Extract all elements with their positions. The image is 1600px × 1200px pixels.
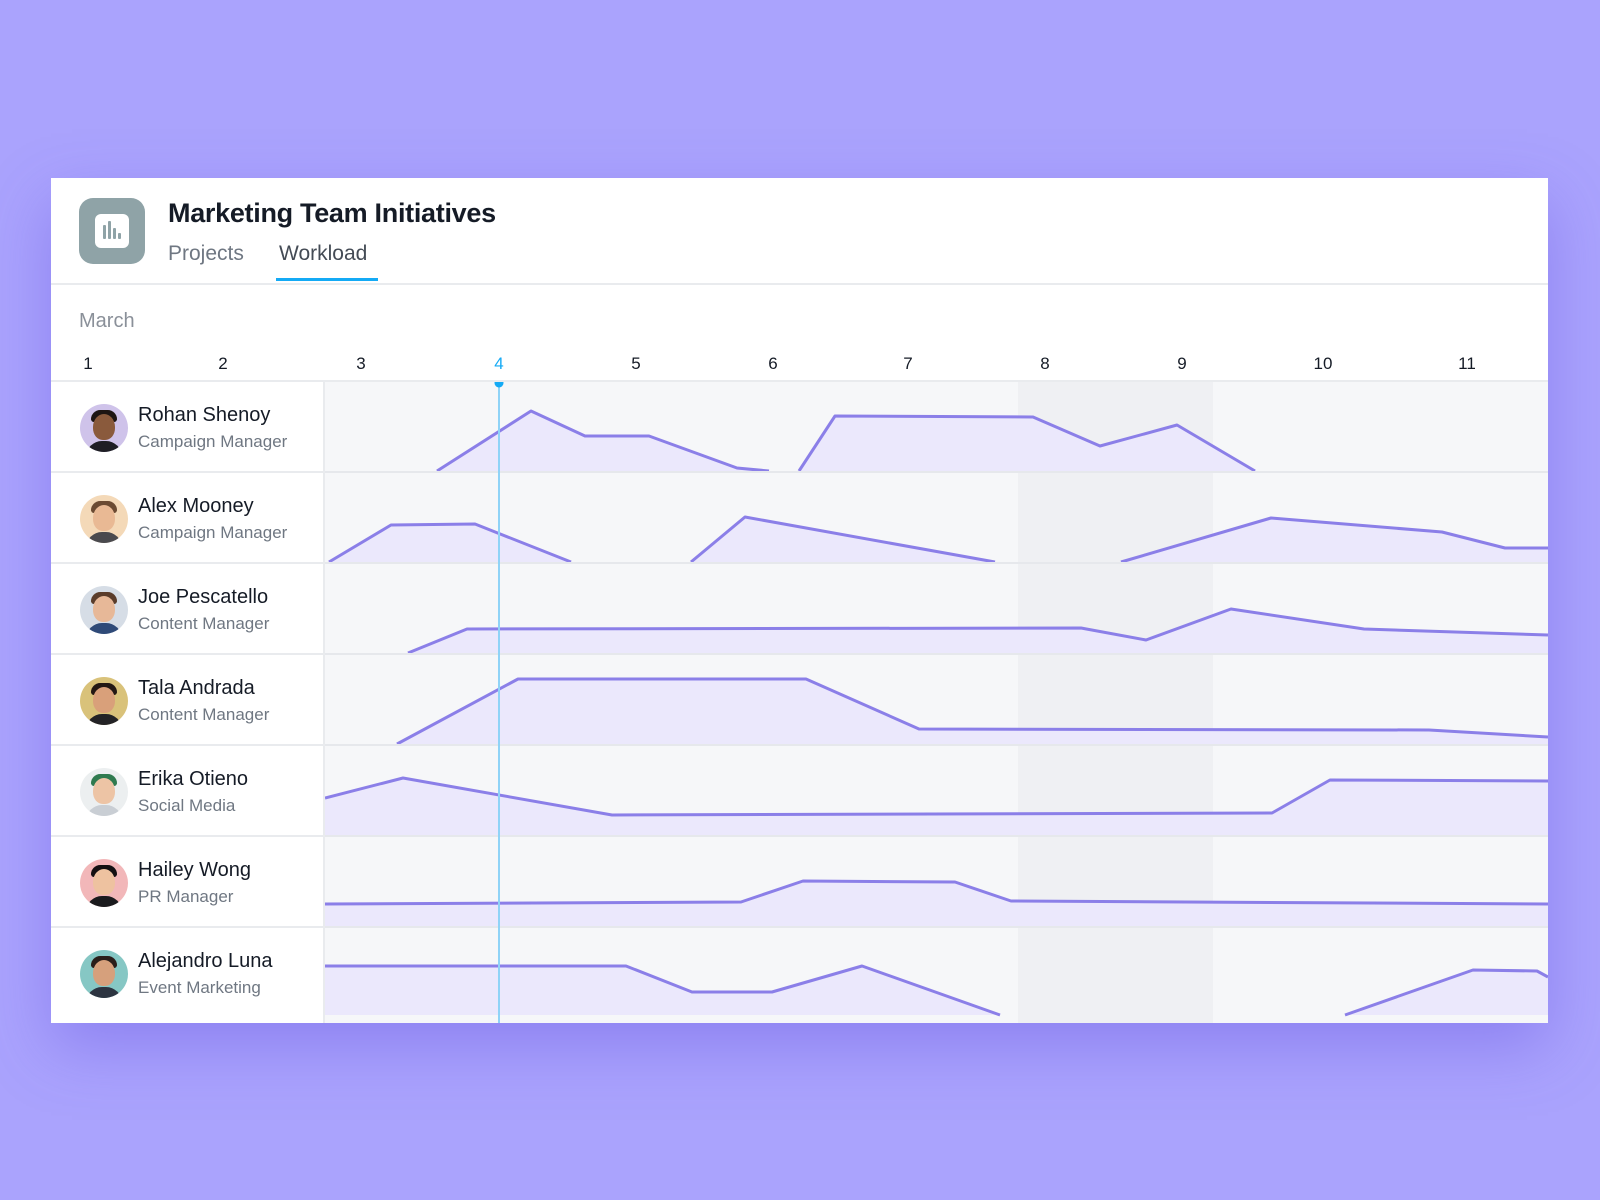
workload-timeline: Rohan Shenoy Campaign Manager Alex Moone… — [51, 380, 1548, 1023]
workload-line-alex — [328, 522, 572, 564]
person-name: Alex Mooney — [138, 495, 254, 517]
avatar — [80, 404, 128, 452]
day-label: 10 — [1313, 354, 1333, 373]
person-name: Joe Pescatello — [138, 586, 269, 608]
workload-fill-alex — [329, 524, 571, 562]
person-row[interactable]: Alex Mooney Campaign Manager — [51, 473, 323, 564]
page-title: Marketing Team Initiatives — [168, 198, 496, 228]
person-name: Tala Andrada — [138, 677, 255, 699]
day-label: 1 — [83, 354, 93, 373]
workload-line-alejandro — [325, 964, 1001, 1017]
tab-projects[interactable]: Projects — [168, 242, 244, 265]
avatar — [80, 677, 128, 725]
workload-fill-alex-3 — [1121, 518, 1548, 562]
person-name: Hailey Wong — [138, 859, 252, 881]
workload-fill-hailey — [325, 881, 1548, 926]
person-row[interactable]: Rohan Shenoy Campaign Manager — [51, 382, 323, 473]
avatar — [80, 495, 128, 543]
people-column: Rohan Shenoy Campaign Manager Alex Moone… — [51, 382, 325, 1023]
workload-line-alejandro-2 — [1344, 968, 1548, 1017]
workload-graph — [325, 382, 1548, 1023]
bar-chart-icon — [79, 198, 145, 264]
person-name: Alejandro Luna — [138, 950, 273, 972]
workload-line-joe — [407, 607, 1548, 655]
person-role: Social Media — [138, 796, 236, 815]
person-row[interactable]: Erika Otieno Social Media — [51, 746, 323, 837]
avatar — [80, 950, 128, 998]
active-tab-indicator — [276, 278, 378, 281]
workload-fill-alejandro — [325, 966, 1000, 1015]
workload-chart-area — [325, 382, 1548, 1023]
avatar — [80, 768, 128, 816]
person-row[interactable]: Alejandro Luna Event Marketing — [51, 928, 323, 1019]
avatar — [80, 586, 128, 634]
day-label: 8 — [1040, 354, 1050, 373]
workload-line-rohan — [436, 409, 770, 473]
workload-fill-erika — [325, 778, 1548, 835]
day-label: 9 — [1177, 354, 1187, 373]
workload-line-erika — [325, 776, 1548, 817]
day-label: 3 — [356, 354, 366, 373]
person-role: Event Marketing — [138, 978, 261, 997]
day-label: 5 — [631, 354, 641, 373]
workload-line-alex-2 — [690, 515, 996, 564]
person-row[interactable]: Hailey Wong PR Manager — [51, 837, 323, 928]
person-row[interactable]: Tala Andrada Content Manager — [51, 655, 323, 746]
avatar — [80, 859, 128, 907]
person-role: Campaign Manager — [138, 523, 288, 542]
workload-fill-rohan — [437, 411, 769, 471]
workload-line-hailey — [325, 879, 1548, 906]
workload-fill-alex-2 — [691, 517, 995, 562]
workload-line-tala — [396, 677, 1548, 746]
person-role: Content Manager — [138, 705, 270, 724]
person-name: Rohan Shenoy — [138, 404, 271, 426]
person-row[interactable]: Joe Pescatello Content Manager — [51, 564, 323, 655]
workload-fill-alejandro-2 — [1345, 970, 1548, 1015]
day-label: 6 — [768, 354, 778, 373]
month-label: March — [79, 310, 135, 332]
workload-card: Marketing Team Initiatives Projects Work… — [51, 178, 1548, 1023]
day-label: 2 — [218, 354, 228, 373]
project-header: Marketing Team Initiatives Projects Work… — [51, 178, 1548, 285]
day-label: 7 — [903, 354, 913, 373]
workload-fill-rohan-2 — [799, 416, 1255, 471]
person-name: Erika Otieno — [138, 768, 249, 790]
tab-workload[interactable]: Workload — [279, 242, 368, 265]
workload-fill-joe — [408, 609, 1548, 653]
workload-line-rohan-2 — [797, 414, 1256, 473]
workload-fill-tala — [397, 679, 1548, 744]
person-role: Content Manager — [138, 614, 270, 633]
workload-line-alex-3 — [1120, 516, 1548, 564]
day-label: 11 — [1458, 354, 1476, 373]
today-day-label: 4 — [494, 354, 504, 373]
person-role: Campaign Manager — [138, 432, 288, 451]
today-dot — [494, 382, 504, 388]
person-role: PR Manager — [138, 887, 234, 906]
